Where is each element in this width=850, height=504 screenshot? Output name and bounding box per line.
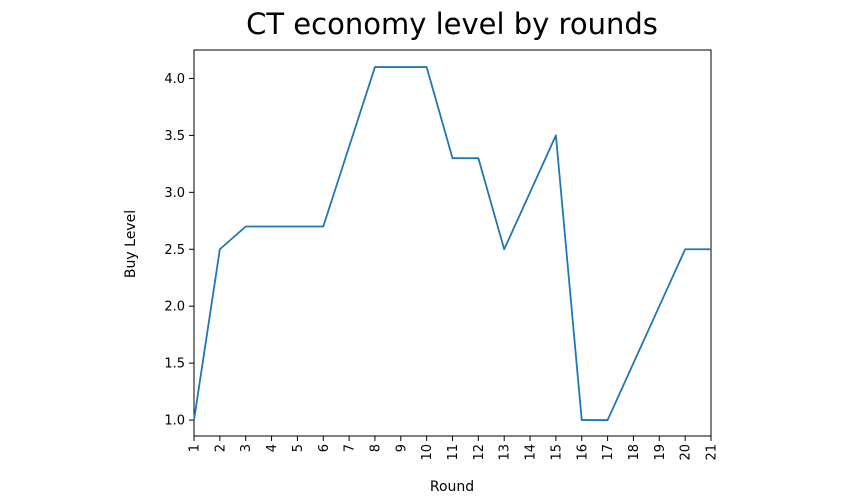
y-tick-label: 2.5 — [164, 243, 185, 258]
plot-area: 1 2 3 4 5 6 7 8 9 10 11 12 13 14 15 16 17 18 19 20 211.01.52… — [164, 49, 720, 461]
x-tick-label: 21 — [705, 444, 720, 461]
x-tick-label: 3 — [239, 444, 254, 452]
x-tick-label: 10 — [420, 444, 435, 461]
x-tick-label: 6 — [317, 444, 332, 452]
x-tick-label: 5 — [291, 444, 306, 452]
x-tick-label: 7 — [343, 444, 358, 452]
x-axis-label: Round — [430, 479, 474, 495]
x-tick-label: 13 — [498, 444, 513, 461]
x-tick-label: 1 — [188, 444, 203, 452]
x-tick-label: 2 — [213, 444, 228, 452]
series-line-0 — [193, 66, 711, 421]
x-tick-label: 8 — [368, 444, 383, 452]
x-tick-label: 11 — [446, 444, 461, 461]
y-tick-label: 3.0 — [164, 186, 185, 201]
x-tick-label: 14 — [524, 444, 539, 461]
x-tick-label: 17 — [601, 444, 616, 461]
x-tick-label: 16 — [575, 444, 590, 461]
x-tick-label: 20 — [679, 444, 694, 461]
x-tick-label: 9 — [394, 444, 409, 452]
plot-frame — [193, 49, 712, 437]
y-tick-label: 4.0 — [164, 72, 185, 87]
x-tick-label: 12 — [472, 444, 487, 461]
x-tick-label: 18 — [627, 444, 642, 461]
x-tick-label: 15 — [549, 444, 564, 461]
x-tick-label: 4 — [265, 444, 280, 452]
y-tick-label: 3.5 — [164, 129, 185, 144]
y-tick-label: 1.5 — [164, 357, 185, 372]
chart-title: CT economy level by rounds — [246, 7, 658, 41]
y-tick-label: 1.0 — [164, 414, 185, 429]
y-tick-label: 2.0 — [164, 300, 185, 315]
x-tick-label: 19 — [653, 444, 668, 461]
y-axis-label: Buy Level — [123, 210, 139, 278]
